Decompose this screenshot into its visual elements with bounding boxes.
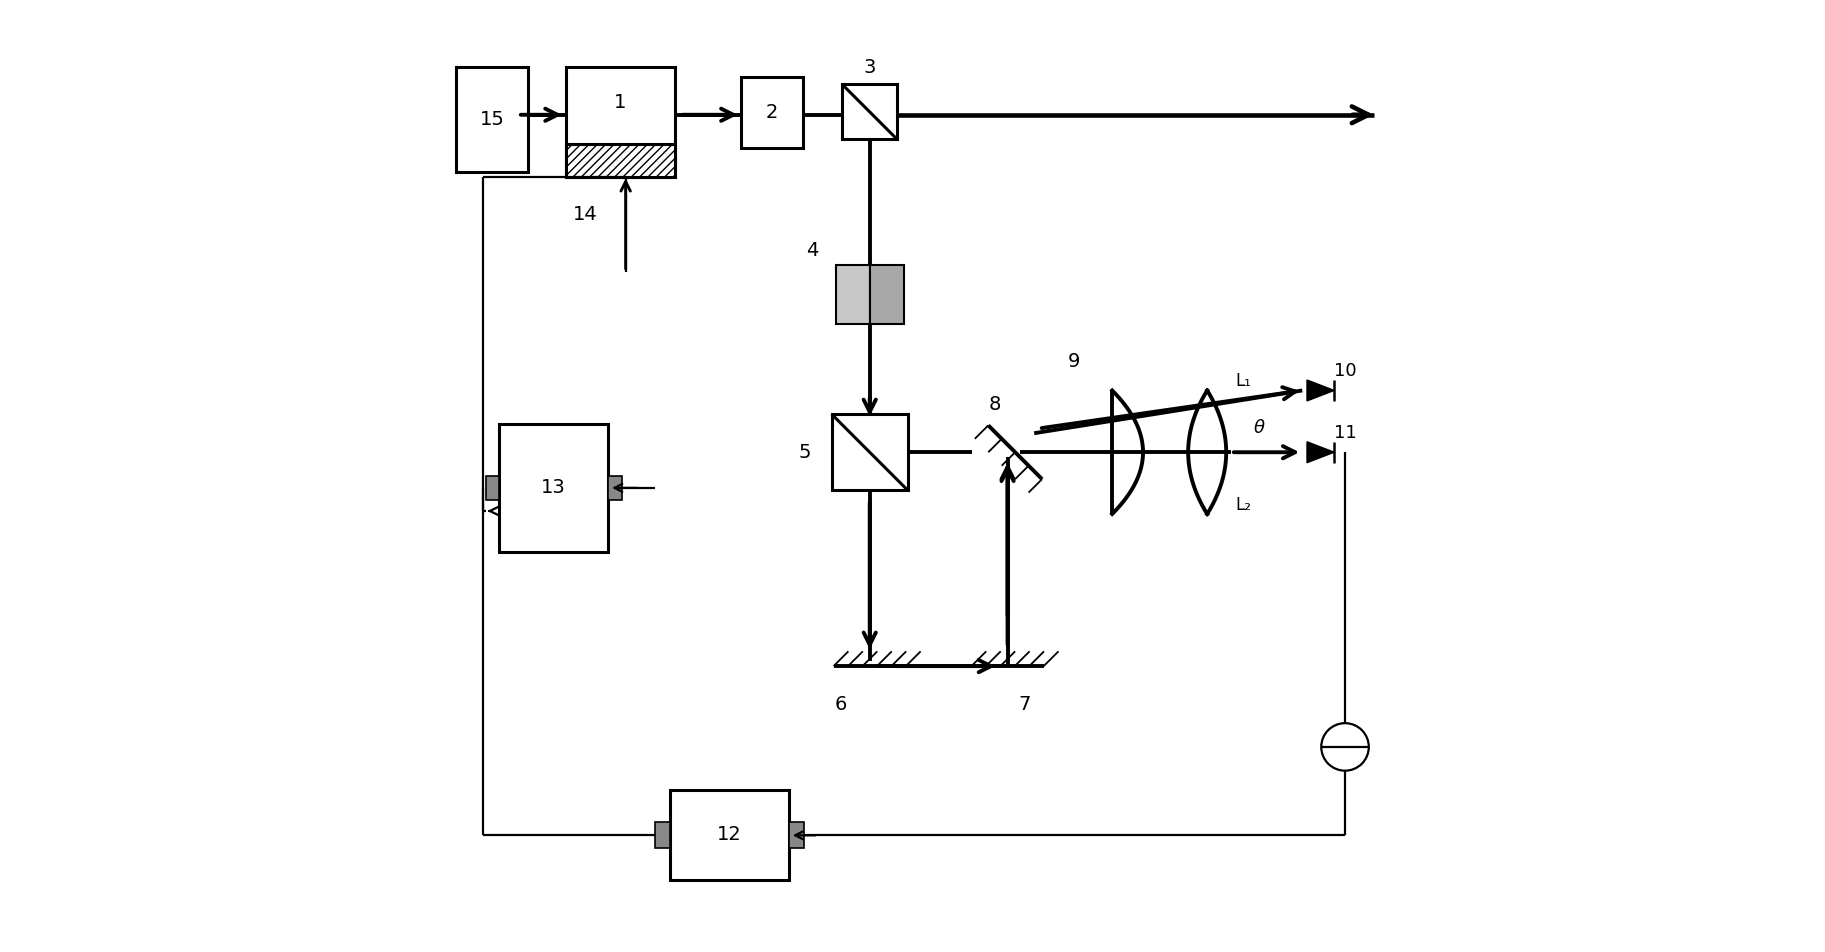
Text: 4: 4 (807, 241, 818, 260)
Bar (498, 424, 608, 552)
Bar (841, 85, 898, 140)
Text: 10: 10 (1334, 363, 1356, 381)
Bar (566, 68, 675, 176)
Bar (832, 414, 907, 490)
Polygon shape (1307, 442, 1334, 463)
Text: 7: 7 (1018, 695, 1031, 714)
Text: 12: 12 (717, 825, 743, 844)
Text: 8: 8 (989, 395, 1000, 414)
Bar (655, 822, 670, 848)
Text: 1: 1 (613, 92, 626, 111)
Text: 9: 9 (1068, 352, 1080, 371)
Text: L₂: L₂ (1236, 496, 1252, 513)
Text: θ: θ (1254, 420, 1265, 438)
Bar (741, 77, 803, 149)
Text: 13: 13 (542, 479, 566, 497)
Text: 2: 2 (766, 103, 779, 122)
Text: 11: 11 (1334, 425, 1356, 443)
Text: 5: 5 (798, 443, 810, 462)
Polygon shape (1307, 380, 1334, 401)
Text: 6: 6 (836, 695, 847, 714)
Text: L₁: L₁ (1236, 372, 1252, 390)
Bar (836, 265, 871, 324)
Bar (456, 68, 527, 171)
Bar (608, 476, 622, 500)
Text: 14: 14 (573, 205, 597, 224)
Bar (566, 144, 675, 176)
Bar (485, 476, 498, 500)
Bar (670, 790, 788, 880)
Bar (788, 822, 805, 848)
Text: 3: 3 (863, 58, 876, 77)
Bar (871, 265, 903, 324)
Text: 15: 15 (480, 110, 504, 129)
